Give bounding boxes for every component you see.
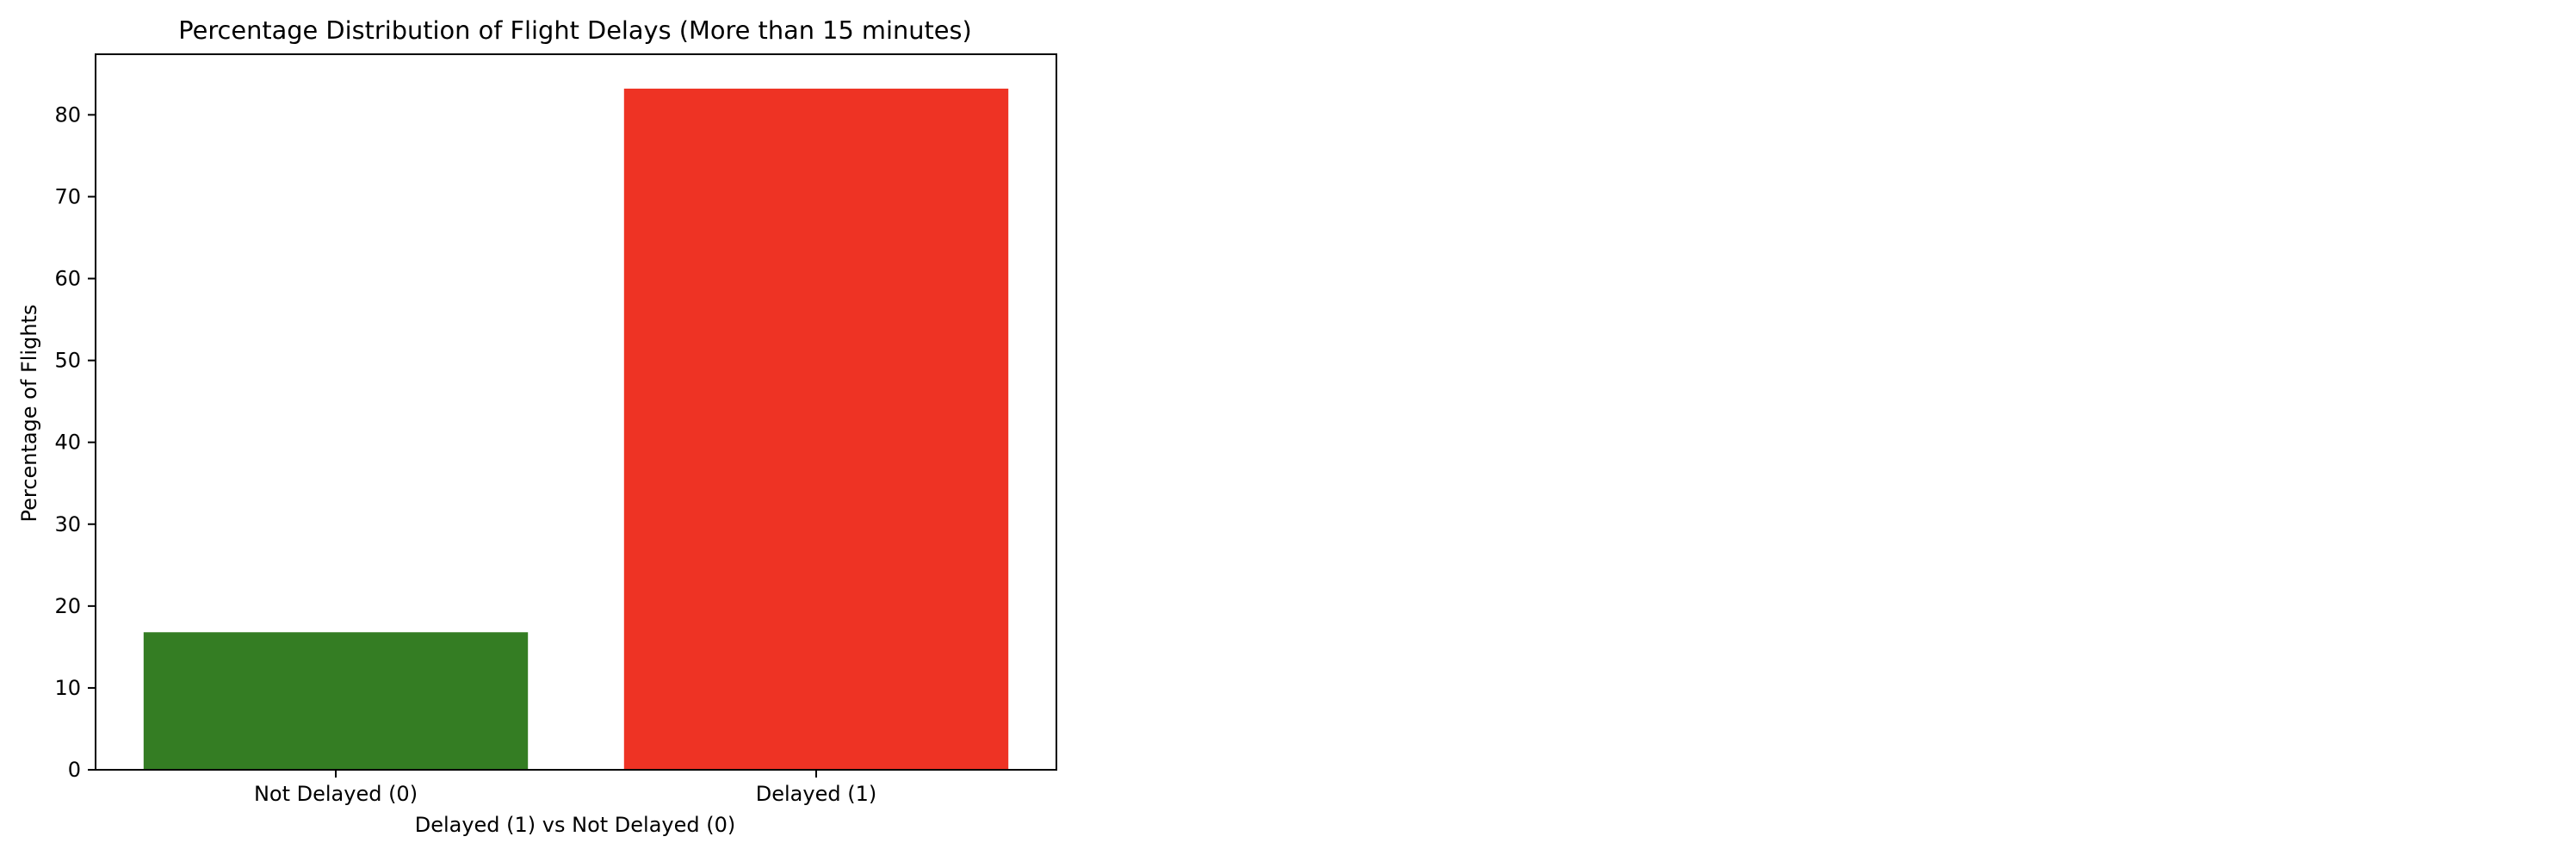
y-tick-label-50: 50	[54, 349, 81, 373]
y-tick-label-20: 20	[54, 594, 81, 618]
y-tick-label-10: 10	[54, 676, 81, 700]
bar-0	[143, 632, 529, 770]
bar-1	[623, 88, 1009, 770]
y-tick-label-60: 60	[54, 267, 81, 291]
y-tick-label-80: 80	[54, 102, 81, 127]
y-tick-label-40: 40	[54, 431, 81, 455]
plot-area: 0 10 20 30 40 50 60 70 80 Not Delayed (0) Delayed …	[54, 53, 1057, 806]
y-tick-label-70: 70	[54, 184, 81, 208]
x-axis-label: Delayed (1) vs Not Delayed (0)	[415, 813, 736, 837]
x-tick-label-0: Not Delayed (0)	[254, 782, 418, 806]
chart-title: Percentage Distribution of Flight Delays…	[178, 15, 971, 45]
y-axis-label: Percentage of Flights	[17, 305, 41, 523]
x-tick-label-1: Delayed (1)	[756, 782, 876, 806]
y-tick-label-0: 0	[68, 758, 81, 782]
y-tick-label-30: 30	[54, 512, 81, 536]
plot-frame	[95, 53, 1057, 771]
